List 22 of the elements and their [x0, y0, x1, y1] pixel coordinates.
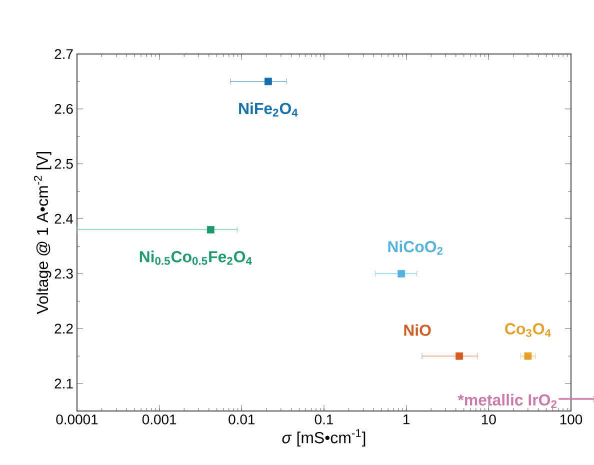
- y-tick-label: 2.1: [54, 378, 73, 388]
- x-tick-label: 10: [482, 414, 496, 424]
- y-axis-title: Voltage @ 1 A•cm$^{-2}$ [V]: [34, 152, 52, 314]
- x-axis-title: σ [mS•cm$^{-1}$]: [282, 429, 366, 446]
- y-tick-label: 2.2: [54, 324, 73, 334]
- x-tick-label: 0.01: [228, 414, 255, 424]
- series-label: Co$_{3}$O$_{4}$: [505, 323, 551, 337]
- y-tick-label: 2.7: [54, 49, 73, 59]
- y-tick-label: 2.4: [54, 214, 74, 224]
- y-tick-label: 2.5: [54, 158, 73, 169]
- series-label: Ni$_{0.5}$Co$_{0.5}$Fe$_{2}$O$_{4}$: [140, 250, 252, 265]
- y-tick-label: 2.6: [54, 104, 73, 114]
- x-tick-label: 1: [404, 414, 410, 424]
- y-tick-label: 2.3: [54, 268, 73, 279]
- series-label: NiCoO$_{2}$: [388, 240, 443, 255]
- x-tick-label: 0.001: [142, 414, 176, 424]
- x-tick-label: 0.1: [314, 414, 334, 424]
- x-tick-label: 0.0001: [56, 414, 98, 424]
- x-tick-label: 100: [560, 414, 582, 424]
- annotation: *metallic IrO$_{2}$: [458, 394, 557, 408]
- series-label: NiO: [404, 324, 431, 336]
- series-label: NiFe$_{2}$O$_{4}$: [239, 102, 298, 117]
